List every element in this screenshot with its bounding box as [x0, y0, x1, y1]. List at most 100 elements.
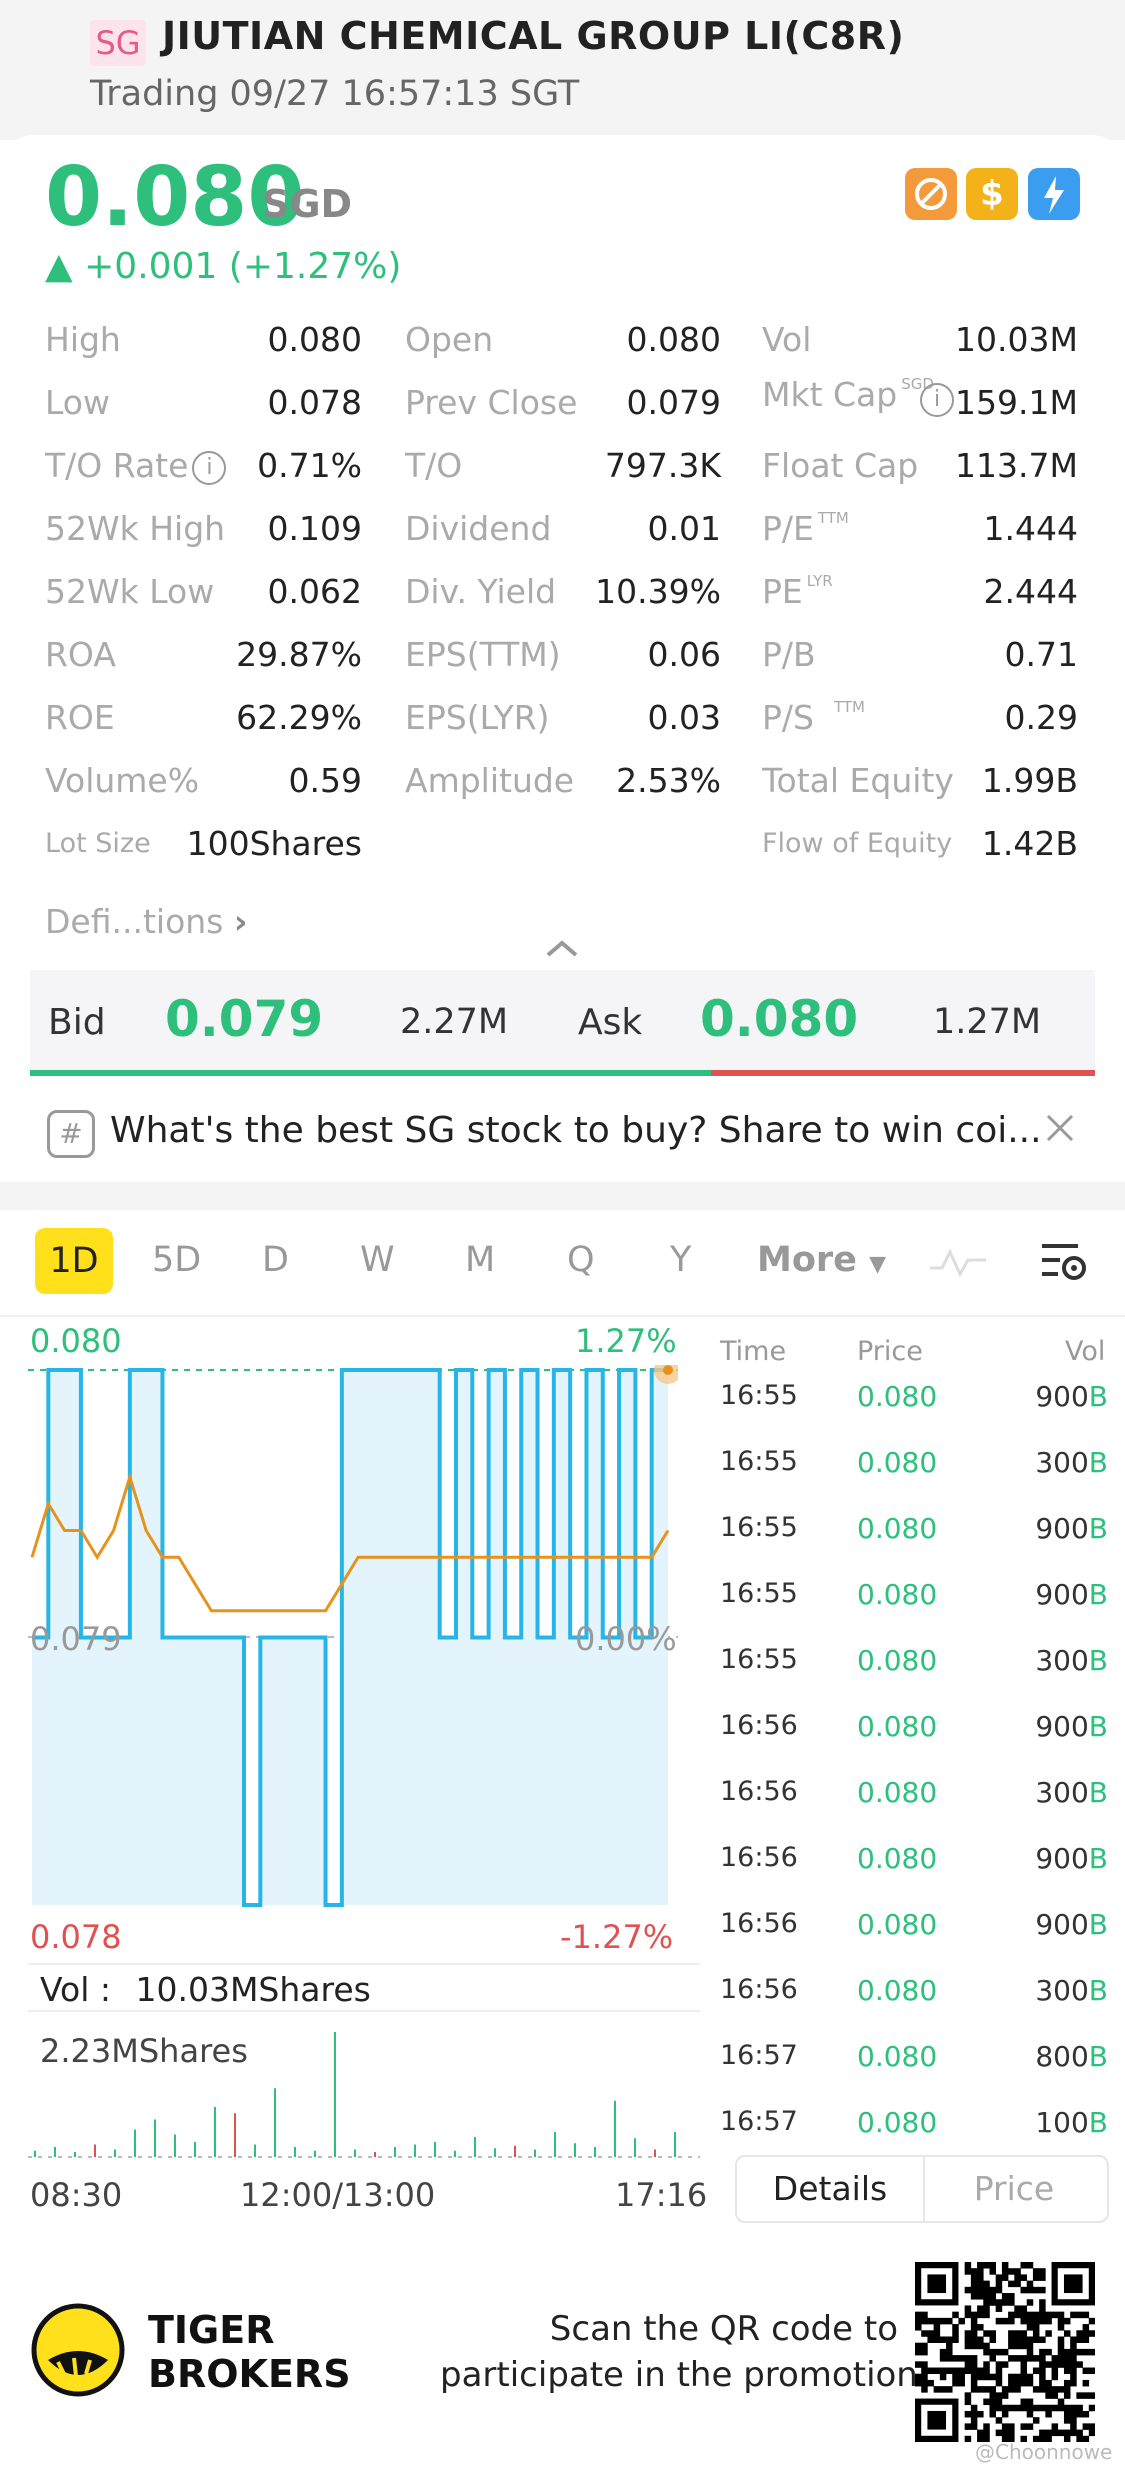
price-line — [32, 1368, 668, 1907]
tick-price: 0.080 — [857, 2106, 938, 2139]
tick-volume-value: 900 — [1035, 1710, 1089, 1743]
volume-bars — [34, 2032, 676, 2157]
tick-side: B — [1088, 2040, 1108, 2073]
volume-bar — [374, 2152, 376, 2157]
tab-d[interactable]: D — [262, 1240, 289, 1280]
volume-bar — [654, 2149, 656, 2157]
tab-details[interactable]: Details — [735, 2155, 925, 2223]
stat-value-52wk-low: 0.062 — [267, 572, 362, 611]
volume-bar — [194, 2142, 196, 2157]
market-badge: SG — [90, 20, 146, 66]
tick-side: B — [1088, 1908, 1108, 1941]
tick-price: 0.080 — [857, 1908, 938, 1941]
stat-label-to-rate[interactable]: T/O Rate i — [45, 446, 227, 485]
stat-value-to-rate: 0.71% — [257, 446, 362, 485]
tick-side: B — [1088, 1644, 1108, 1677]
tab-w[interactable]: W — [360, 1240, 395, 1280]
stat-value-amplitude: 2.53% — [616, 761, 721, 800]
volume-value: 10.03MShares — [135, 1970, 371, 2009]
brand-line2: BROKERS — [148, 2352, 351, 2396]
y-mid-label: 0.079 — [30, 1620, 122, 1658]
intraday-price-chart[interactable] — [28, 1365, 678, 1915]
price-change: ▲ +0.001 (+1.27%) — [45, 246, 402, 287]
tick-time: 16:56 — [720, 1776, 798, 1807]
stat-value-to: 797.3K — [604, 446, 721, 485]
stat-label-total-equity: Total Equity — [762, 761, 954, 800]
tick-side: B — [1088, 1512, 1108, 1545]
volume-bar — [54, 2147, 56, 2157]
mkt-cap-info-icon[interactable]: i — [916, 383, 954, 417]
tick-time: 16:55 — [720, 1380, 798, 1411]
tick-price: 0.080 — [857, 1644, 938, 1677]
tick-side: B — [1088, 1776, 1108, 1809]
watermark: @Choonnowe — [975, 2440, 1113, 2464]
tick-price: 0.080 — [857, 1512, 938, 1545]
volume-bar — [394, 2147, 396, 2157]
tick-volume: 300B — [990, 1974, 1108, 2007]
tab-y[interactable]: Y — [670, 1240, 692, 1280]
no-short-icon[interactable] — [905, 168, 957, 220]
tick-time: 16:57 — [720, 2040, 798, 2071]
collapse-chevron-up-icon[interactable] — [542, 935, 582, 963]
stat-label-pe-ttm: P/E TTM — [762, 509, 849, 548]
info-icon[interactable]: i — [192, 450, 227, 485]
banner-text: What's the best SG stock to buy? Share t… — [110, 1110, 1042, 1151]
tick-time: 16:56 — [720, 1974, 798, 2005]
tick-time: 16:56 — [720, 1908, 798, 1939]
ask-ratio-bar — [711, 1070, 1095, 1076]
tab-q[interactable]: Q — [567, 1240, 595, 1280]
qr-code[interactable] — [915, 2262, 1095, 2442]
x-label-lunch: 12:00/13:00 — [240, 2176, 436, 2214]
tab-price[interactable]: Price — [921, 2155, 1109, 2223]
tab-more[interactable]: More ▼ — [757, 1240, 886, 1280]
volume-bar — [214, 2107, 216, 2157]
volume-bar — [154, 2119, 156, 2157]
pe-lyr-sup: LYR — [806, 572, 833, 590]
tab-5d[interactable]: 5D — [152, 1240, 202, 1280]
stat-value-roe: 62.29% — [236, 698, 362, 737]
tick-volume: 800B — [990, 2040, 1108, 2073]
promo-banner[interactable]: # What's the best SG stock to buy? Share… — [0, 1090, 1125, 1191]
tick-time: 16:55 — [720, 1578, 798, 1609]
pct-low-label: -1.27% — [560, 1918, 674, 1956]
volume-bar — [554, 2132, 556, 2157]
stat-label-dividend: Dividend — [405, 509, 552, 548]
volume-bar — [274, 2088, 276, 2157]
hashtag-icon: # — [47, 1110, 95, 1158]
last-price-dot-core — [663, 1365, 673, 1375]
tick-price: 0.080 — [857, 1710, 938, 1743]
tick-price: 0.080 — [857, 1842, 938, 1875]
chart-settings-icon[interactable] — [1038, 1236, 1090, 1292]
dollar-icon[interactable]: $ — [966, 168, 1018, 220]
tab-m[interactable]: M — [465, 1240, 496, 1280]
tick-volume: 900B — [990, 1380, 1108, 1413]
tab-1d[interactable]: 1D — [35, 1228, 113, 1294]
tick-price: 0.080 — [857, 2040, 938, 2073]
tick-volume: 300B — [990, 1776, 1108, 1809]
close-icon[interactable] — [1040, 1108, 1080, 1152]
tick-side: B — [1088, 2106, 1108, 2139]
indicator-icon[interactable] — [928, 1240, 988, 1284]
y-high-label: 0.080 — [30, 1322, 122, 1360]
pct-high-label: 1.27% — [575, 1322, 677, 1360]
tick-volume-value: 300 — [1035, 1776, 1089, 1809]
tick-volume: 300B — [990, 1446, 1108, 1479]
stat-label-pe-lyr: PE LYR — [762, 572, 833, 611]
more-label: More — [757, 1240, 857, 1280]
volume-bar — [254, 2144, 256, 2157]
pe-ttm-sup: TTM — [817, 509, 849, 527]
bid-price: 0.079 — [165, 990, 324, 1048]
volume-bar — [334, 2032, 336, 2157]
definitions-link[interactable]: Defi...tions › — [45, 902, 247, 941]
brand-line1: TIGER — [148, 2308, 275, 2352]
tick-side: B — [1088, 1446, 1108, 1479]
volume-bar — [514, 2145, 516, 2157]
stat-label-ps: P/S TTM — [762, 698, 865, 737]
stat-value-total-equity: 1.99B — [981, 761, 1078, 800]
tick-volume-value: 900 — [1035, 1380, 1089, 1413]
bid-size: 2.27M — [400, 1002, 509, 1042]
lightning-icon[interactable] — [1028, 168, 1080, 220]
volume-bar — [74, 2152, 76, 2157]
tick-volume-value: 300 — [1035, 1644, 1089, 1677]
pe-lyr-label: PE — [762, 572, 803, 611]
